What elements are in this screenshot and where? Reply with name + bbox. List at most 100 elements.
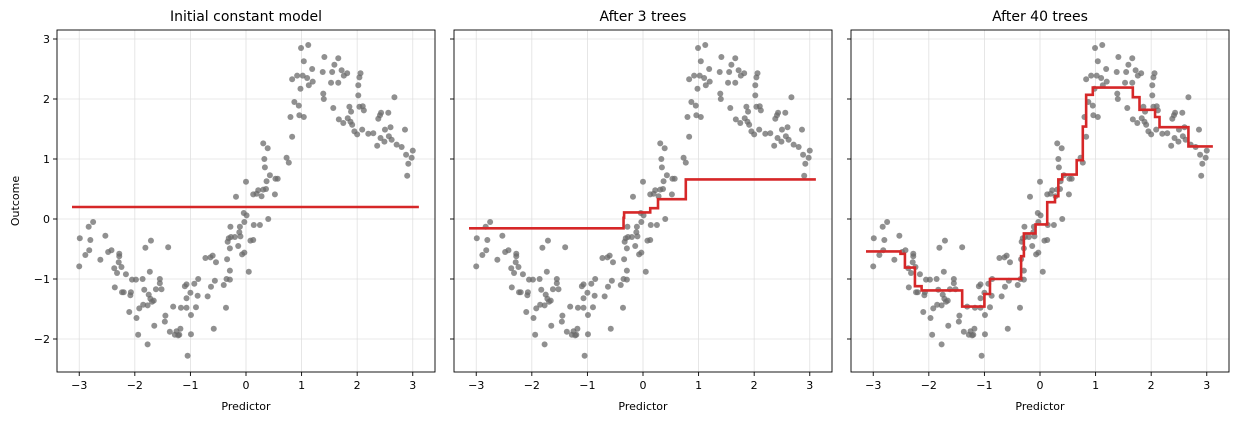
data-point: [122, 271, 129, 278]
x-tick-label: −1: [182, 379, 198, 392]
data-point: [404, 172, 411, 179]
data-point: [127, 292, 134, 299]
data-point: [584, 312, 591, 318]
data-point: [235, 243, 242, 249]
data-point: [487, 219, 494, 225]
data-point: [1159, 130, 1166, 137]
data-point: [116, 250, 123, 257]
data-point: [680, 154, 687, 161]
data-point: [294, 72, 301, 79]
data-point: [207, 283, 214, 290]
data-point: [977, 295, 984, 302]
data-point: [1099, 42, 1106, 48]
data-point: [1088, 72, 1095, 79]
data-point: [745, 108, 752, 115]
data-point: [916, 271, 923, 278]
data-point: [409, 147, 416, 154]
data-point: [1014, 282, 1021, 288]
data-point: [908, 270, 915, 276]
data-point: [387, 124, 394, 131]
data-point: [732, 79, 739, 86]
data-point: [156, 280, 163, 287]
data-point: [274, 175, 281, 182]
data-point: [701, 75, 708, 81]
x-tick-label: 0: [1037, 379, 1044, 392]
data-point: [304, 75, 311, 81]
data-point: [287, 114, 294, 120]
data-point: [1044, 237, 1051, 243]
data-point: [285, 159, 292, 166]
data-point: [801, 172, 808, 179]
y-tick-label: 3: [43, 33, 50, 46]
x-tick-label: 3: [1203, 379, 1210, 392]
data-point: [523, 309, 530, 315]
data-point: [321, 54, 328, 60]
data-point: [732, 116, 739, 123]
x-tick-label: −2: [127, 379, 143, 392]
data-point: [76, 263, 83, 270]
data-point: [494, 256, 501, 263]
x-axis-label: Predictor: [1015, 400, 1065, 413]
data-point: [737, 120, 744, 126]
data-point: [986, 304, 993, 311]
data-point: [1143, 121, 1150, 128]
data-point: [767, 130, 774, 137]
data-point: [607, 325, 614, 332]
data-point: [718, 54, 725, 60]
data-point: [1203, 147, 1210, 154]
data-point: [1115, 54, 1122, 60]
data-point: [910, 250, 917, 257]
data-point: [245, 268, 252, 275]
data-point: [132, 276, 139, 283]
data-point: [591, 292, 598, 299]
panel-2: −3 −2 −1 0 1 2 3 After 3 trees Predictor: [450, 9, 833, 413]
data-point: [608, 277, 615, 284]
data-point: [1129, 116, 1136, 123]
data-point: [541, 341, 548, 348]
data-point: [661, 145, 668, 152]
data-point: [929, 331, 936, 338]
data-point: [624, 223, 631, 230]
data-point: [344, 70, 351, 77]
data-point: [111, 265, 118, 272]
x-tick-label: −3: [865, 379, 881, 392]
data-point: [653, 222, 660, 228]
data-point: [706, 78, 713, 85]
x-axis-label: Predictor: [618, 400, 668, 413]
data-point: [305, 42, 312, 48]
data-point: [374, 142, 381, 149]
data-point: [762, 130, 769, 137]
x-tick-label: −1: [579, 379, 595, 392]
data-point: [300, 114, 307, 120]
data-point: [187, 331, 194, 338]
data-point: [177, 325, 184, 332]
data-point: [938, 302, 945, 309]
data-point: [757, 107, 764, 114]
data-point: [536, 276, 543, 282]
data-point: [751, 131, 758, 138]
data-point: [147, 237, 154, 244]
data-point: [1134, 120, 1141, 126]
data-point: [584, 331, 591, 338]
x-tick-label: −3: [71, 379, 87, 392]
data-point: [774, 135, 781, 141]
data-point: [1026, 193, 1033, 200]
data-point: [512, 259, 519, 266]
data-point: [798, 126, 805, 133]
data-point: [1089, 102, 1096, 109]
data-point: [944, 297, 951, 304]
data-point: [905, 284, 912, 291]
data-point: [158, 286, 165, 293]
data-point: [1175, 138, 1182, 145]
data-point: [1172, 109, 1179, 116]
data-point: [756, 126, 763, 133]
data-point: [795, 144, 802, 150]
data-point: [161, 318, 168, 325]
panel-title: Initial constant model: [170, 9, 322, 25]
data-point: [191, 280, 198, 287]
data-point: [686, 76, 693, 83]
data-point: [1114, 96, 1121, 102]
data-point: [111, 284, 118, 291]
data-point: [752, 82, 759, 89]
